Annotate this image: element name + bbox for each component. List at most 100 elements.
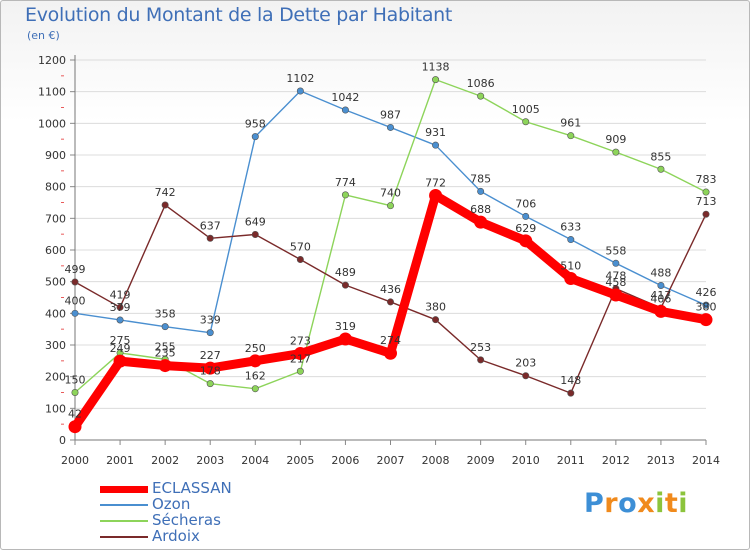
- data-point-eclassan: [564, 272, 578, 285]
- chart-series: [68, 76, 713, 434]
- x-tick-label: 2003: [196, 454, 224, 467]
- series-ardoix: [71, 201, 710, 397]
- data-label-secheras: 774: [335, 176, 356, 189]
- data-label-secheras: 178: [200, 365, 221, 378]
- data-label-ardoix: 742: [155, 186, 176, 199]
- data-label-ardoix: 253: [470, 341, 491, 354]
- data-label-secheras: 1138: [422, 61, 450, 74]
- data-point-ardoix: [522, 372, 530, 380]
- data-label-ozon: 558: [605, 244, 626, 257]
- data-label-ozon: 426: [696, 286, 717, 299]
- x-tick-label: 2005: [286, 454, 314, 467]
- y-tick-label: 1000: [38, 117, 66, 130]
- x-tick-label: 2010: [512, 454, 540, 467]
- y-tick-label: 1100: [38, 86, 66, 99]
- data-point-eclassan: [248, 354, 262, 368]
- data-point-secheras: [296, 367, 304, 375]
- data-label-eclassan: 250: [245, 342, 266, 355]
- data-label-eclassan: 273: [290, 335, 311, 348]
- y-tick-label: 500: [45, 276, 66, 289]
- y-tick-label: 700: [45, 212, 66, 225]
- data-label-eclassan: 235: [155, 347, 176, 360]
- data-label-ardoix: 203: [515, 357, 536, 370]
- data-point-secheras: [567, 132, 575, 140]
- y-tick-label: 600: [45, 244, 66, 257]
- data-point-eclassan: [158, 359, 172, 373]
- data-label-ozon: 958: [245, 118, 266, 131]
- data-label-eclassan: 274: [380, 334, 401, 347]
- data-label-secheras: 855: [650, 150, 671, 163]
- x-tick-label: 2011: [557, 454, 585, 467]
- data-label-eclassan: 458: [605, 276, 626, 289]
- data-label-secheras: 783: [696, 173, 717, 186]
- data-point-eclassan: [654, 304, 668, 318]
- data-label-ardoix: 478: [605, 270, 626, 283]
- data-label-eclassan: 629: [515, 222, 536, 235]
- data-label-ardoix: 649: [245, 215, 266, 228]
- data-label-ozon: 1042: [331, 91, 359, 104]
- data-label-ozon: 1102: [286, 72, 314, 85]
- data-point-ozon: [116, 316, 124, 324]
- data-point-eclassan: [474, 215, 488, 229]
- data-point-ozon: [522, 212, 530, 220]
- data-point-eclassan: [338, 332, 352, 346]
- data-label-ozon: 488: [650, 266, 671, 279]
- data-point-eclassan: [203, 361, 217, 375]
- data-point-secheras: [612, 148, 620, 156]
- y-tick-label: 400: [45, 307, 66, 320]
- data-label-ozon: 931: [425, 126, 446, 139]
- data-label-ardoix: 713: [696, 195, 717, 208]
- x-tick-label: 2002: [151, 454, 179, 467]
- data-point-secheras: [71, 388, 79, 396]
- data-label-eclassan: 772: [425, 177, 446, 190]
- data-point-ardoix: [296, 255, 304, 263]
- chart-title: Evolution du Montant de la Dette par Hab…: [25, 4, 453, 26]
- data-point-ozon: [567, 236, 575, 244]
- data-label-eclassan: 406: [650, 292, 671, 305]
- legend-swatch-ozon: [100, 504, 148, 506]
- chart-data-labels: 400 379 358 339 958 1102 1042 987 931 785 706 633 55…: [65, 61, 717, 421]
- data-label-ozon: 706: [515, 197, 536, 210]
- data-point-secheras: [702, 188, 710, 196]
- x-tick-label: 2012: [602, 454, 630, 467]
- data-label-ozon: 785: [470, 172, 491, 185]
- data-label-eclassan: 319: [335, 320, 356, 333]
- data-label-ardoix: 380: [425, 301, 446, 314]
- data-label-ozon: 987: [380, 108, 401, 121]
- data-label-ardoix: 499: [65, 263, 86, 276]
- data-label-secheras: 740: [380, 187, 401, 200]
- data-point-ozon: [251, 133, 259, 141]
- x-tick-label: 2001: [106, 454, 134, 467]
- data-point-eclassan: [384, 346, 397, 360]
- chart-unit: (en €): [27, 29, 60, 42]
- data-label-ozon: 358: [155, 308, 176, 321]
- data-point-secheras: [657, 165, 665, 173]
- data-label-secheras: 162: [245, 370, 266, 383]
- data-label-ozon: 633: [560, 221, 581, 234]
- data-label-ardoix: 489: [335, 266, 356, 279]
- data-point-ozon: [341, 106, 349, 114]
- data-label-secheras: 909: [605, 133, 626, 146]
- legend-swatch-secheras: [100, 520, 148, 522]
- data-point-secheras: [341, 191, 349, 199]
- data-point-eclassan: [293, 347, 307, 361]
- data-label-eclassan: 42: [68, 408, 82, 421]
- data-label-secheras: 255: [155, 340, 176, 353]
- data-point-eclassan: [429, 189, 443, 203]
- logo-letter: i: [655, 488, 665, 519]
- legend-label-secheras: Sécheras: [152, 511, 221, 529]
- x-tick-label: 2007: [377, 454, 405, 467]
- y-tick-label: 800: [45, 181, 66, 194]
- data-label-secheras: 1005: [512, 103, 540, 116]
- legend-label-eclassan: ECLASSAN: [152, 479, 232, 497]
- chart-axes: 0 100 200 300 400 500 600 700 800 900 1000 1100 1200…: [38, 54, 720, 467]
- data-point-secheras: [251, 385, 259, 393]
- data-label-secheras: 275: [110, 334, 131, 347]
- data-point-ozon: [612, 259, 620, 267]
- legend-swatch-ardoix: [100, 536, 148, 538]
- legend-label-ozon: Ozon: [152, 495, 191, 513]
- data-point-ardoix: [251, 230, 259, 238]
- data-point-ardoix: [116, 303, 124, 311]
- data-point-ardoix: [161, 201, 169, 209]
